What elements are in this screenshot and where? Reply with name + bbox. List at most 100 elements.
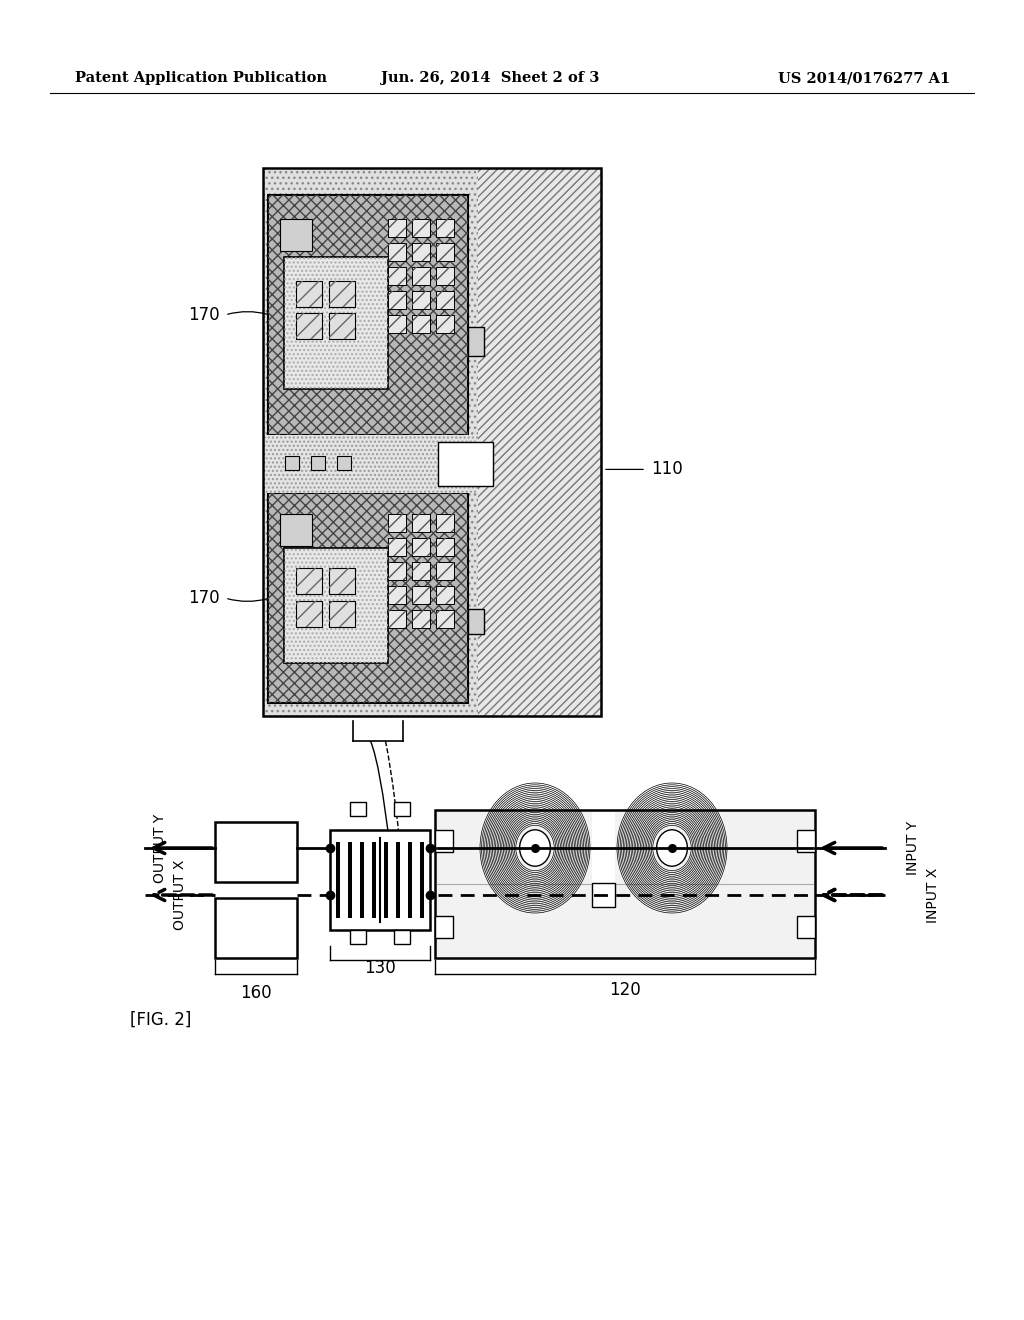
Text: INPUT X: INPUT X [926,867,940,923]
Text: US 2014/0176277 A1: US 2014/0176277 A1 [778,71,950,84]
Bar [388,315,406,333]
Bar [329,313,354,339]
Bar [435,916,453,939]
Bar [329,569,354,594]
Bar [592,883,615,907]
Text: Patent Application Publication: Patent Application Publication [75,71,327,84]
Bar [412,315,430,333]
Bar [468,327,484,356]
Bar [436,513,454,532]
Bar [280,219,312,251]
Bar [388,610,406,628]
Bar [420,842,424,917]
Bar [412,267,430,285]
Bar [263,168,478,715]
Bar [412,267,430,285]
Bar [268,195,468,436]
Bar [412,219,430,238]
Bar [388,562,406,579]
Bar [329,601,354,627]
Bar [268,195,468,436]
Bar [436,290,454,309]
Bar [412,562,430,579]
Bar [412,243,430,261]
Bar [311,455,325,470]
Bar [360,842,364,917]
Bar [263,168,601,715]
Bar [388,513,406,532]
Bar [412,610,430,628]
Bar [436,315,454,333]
Bar [297,281,323,308]
Bar [412,539,430,556]
Bar [797,830,815,851]
Bar [592,812,615,884]
Bar [436,586,454,605]
Bar [412,290,430,309]
Bar [412,513,430,532]
Bar [436,290,454,309]
Bar [435,810,815,958]
Bar [337,455,351,470]
Bar [263,168,478,715]
Bar [412,290,430,309]
Bar [388,586,406,605]
Bar [412,586,430,605]
Bar [412,513,430,532]
Bar [329,313,354,339]
Bar [394,803,410,816]
Ellipse shape [656,830,687,866]
Bar [388,219,406,238]
Bar [215,822,297,882]
Bar [388,267,406,285]
Bar [263,436,478,492]
Bar [297,601,323,627]
Bar [436,267,454,285]
Text: [FIG. 2]: [FIG. 2] [130,1011,191,1030]
Bar [436,243,454,261]
Bar [436,513,454,532]
Bar [388,290,406,309]
Text: 160: 160 [241,983,271,1002]
Bar [412,219,430,238]
Bar [396,842,400,917]
Bar [412,586,430,605]
Bar [478,168,601,715]
Bar [329,601,354,627]
Bar [348,842,352,917]
Bar [436,562,454,579]
Bar [388,513,406,532]
Bar [284,548,388,663]
Bar [388,586,406,605]
Bar [436,243,454,261]
Bar [297,313,323,339]
Bar [388,219,406,238]
Bar [436,610,454,628]
Bar [297,601,323,627]
Bar [297,569,323,594]
Text: 130: 130 [365,960,396,977]
Bar [388,243,406,261]
Bar [412,539,430,556]
Bar [388,243,406,261]
Bar [372,842,376,917]
Bar [284,548,388,663]
Bar [436,562,454,579]
Bar [297,313,323,339]
Bar [388,290,406,309]
Bar [478,168,601,715]
Bar [408,842,412,917]
Bar [215,898,297,958]
Bar [329,281,354,308]
Text: 170: 170 [188,589,220,607]
Text: 170: 170 [188,306,220,323]
Text: OUTPUT X: OUTPUT X [173,859,187,931]
Bar [330,830,430,931]
Text: 120: 120 [609,981,641,999]
Bar [394,931,410,944]
Bar [436,219,454,238]
Ellipse shape [519,830,551,866]
Bar [350,931,366,944]
Bar [412,610,430,628]
Bar [412,243,430,261]
